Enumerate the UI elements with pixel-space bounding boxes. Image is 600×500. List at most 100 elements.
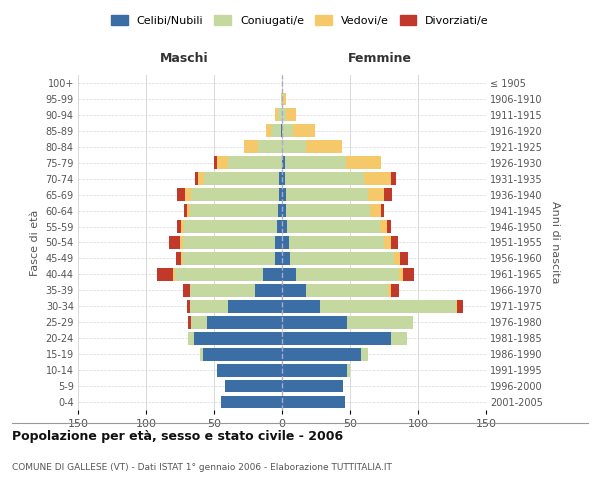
Bar bbox=[181, 252, 183, 265]
Bar bbox=[225, 380, 282, 392]
Bar bbox=[400, 252, 409, 265]
Bar bbox=[307, 284, 388, 296]
Bar bbox=[277, 220, 282, 233]
Bar bbox=[286, 108, 296, 122]
Bar bbox=[227, 300, 282, 312]
Bar bbox=[271, 124, 281, 137]
Bar bbox=[180, 236, 183, 249]
Bar bbox=[391, 236, 398, 249]
Bar bbox=[263, 268, 282, 281]
Bar bbox=[282, 236, 289, 249]
Bar bbox=[457, 300, 463, 312]
Bar bbox=[387, 220, 391, 233]
Bar bbox=[285, 156, 346, 169]
Bar bbox=[255, 284, 282, 296]
Bar bbox=[191, 188, 279, 201]
Bar bbox=[282, 348, 361, 360]
Bar bbox=[282, 172, 285, 185]
Bar bbox=[217, 156, 227, 169]
Bar bbox=[175, 268, 263, 281]
Bar bbox=[176, 252, 181, 265]
Bar bbox=[364, 172, 391, 185]
Bar bbox=[282, 380, 343, 392]
Bar bbox=[275, 108, 278, 122]
Bar bbox=[183, 284, 190, 296]
Bar bbox=[281, 92, 282, 106]
Bar bbox=[195, 172, 197, 185]
Bar bbox=[381, 204, 384, 217]
Bar bbox=[293, 124, 314, 137]
Bar bbox=[296, 268, 399, 281]
Bar bbox=[221, 396, 282, 408]
Bar bbox=[282, 140, 307, 153]
Bar bbox=[307, 140, 342, 153]
Bar bbox=[177, 188, 185, 201]
Bar bbox=[190, 204, 278, 217]
Bar bbox=[384, 188, 392, 201]
Bar bbox=[282, 220, 287, 233]
Bar bbox=[283, 92, 286, 106]
Bar bbox=[384, 236, 391, 249]
Bar bbox=[281, 124, 282, 137]
Bar bbox=[388, 284, 391, 296]
Bar bbox=[279, 188, 282, 201]
Bar bbox=[278, 204, 282, 217]
Text: COMUNE DI GALLESE (VT) - Dati ISTAT 1° gennaio 2006 - Elaborazione TUTTITALIA.IT: COMUNE DI GALLESE (VT) - Dati ISTAT 1° g… bbox=[12, 462, 392, 471]
Bar bbox=[184, 220, 277, 233]
Bar bbox=[282, 284, 307, 296]
Bar bbox=[205, 172, 279, 185]
Bar bbox=[266, 124, 271, 137]
Y-axis label: Anni di nascita: Anni di nascita bbox=[550, 201, 560, 284]
Bar bbox=[183, 236, 275, 249]
Bar bbox=[391, 332, 407, 344]
Bar bbox=[282, 300, 320, 312]
Bar bbox=[278, 108, 282, 122]
Bar bbox=[287, 220, 380, 233]
Bar bbox=[184, 204, 187, 217]
Bar bbox=[282, 156, 285, 169]
Bar bbox=[320, 300, 456, 312]
Bar bbox=[187, 204, 190, 217]
Bar bbox=[177, 220, 181, 233]
Bar bbox=[190, 300, 227, 312]
Bar bbox=[217, 364, 282, 376]
Bar bbox=[169, 236, 180, 249]
Bar bbox=[275, 236, 282, 249]
Bar bbox=[347, 364, 350, 376]
Bar bbox=[289, 236, 384, 249]
Bar bbox=[282, 92, 283, 106]
Bar bbox=[282, 316, 347, 328]
Bar bbox=[282, 204, 286, 217]
Bar bbox=[197, 172, 205, 185]
Bar bbox=[203, 348, 282, 360]
Bar bbox=[282, 188, 286, 201]
Bar bbox=[380, 220, 387, 233]
Bar bbox=[214, 156, 217, 169]
Bar bbox=[191, 316, 207, 328]
Bar bbox=[190, 284, 255, 296]
Bar bbox=[399, 268, 403, 281]
Bar bbox=[244, 140, 257, 153]
Bar bbox=[194, 332, 282, 344]
Bar bbox=[207, 316, 282, 328]
Bar bbox=[282, 396, 344, 408]
Bar bbox=[285, 172, 364, 185]
Bar bbox=[391, 284, 399, 296]
Bar bbox=[282, 268, 296, 281]
Bar bbox=[282, 364, 347, 376]
Bar bbox=[282, 108, 286, 122]
Bar bbox=[361, 348, 368, 360]
Bar bbox=[227, 156, 282, 169]
Text: Popolazione per età, sesso e stato civile - 2006: Popolazione per età, sesso e stato civil… bbox=[12, 430, 343, 443]
Bar bbox=[200, 348, 203, 360]
Text: Femmine: Femmine bbox=[348, 52, 412, 65]
Y-axis label: Fasce di età: Fasce di età bbox=[30, 210, 40, 276]
Bar bbox=[394, 252, 400, 265]
Bar bbox=[456, 300, 457, 312]
Bar bbox=[368, 188, 384, 201]
Bar bbox=[370, 204, 381, 217]
Bar bbox=[257, 140, 282, 153]
Bar bbox=[282, 252, 290, 265]
Bar bbox=[403, 268, 414, 281]
Bar bbox=[187, 300, 190, 312]
